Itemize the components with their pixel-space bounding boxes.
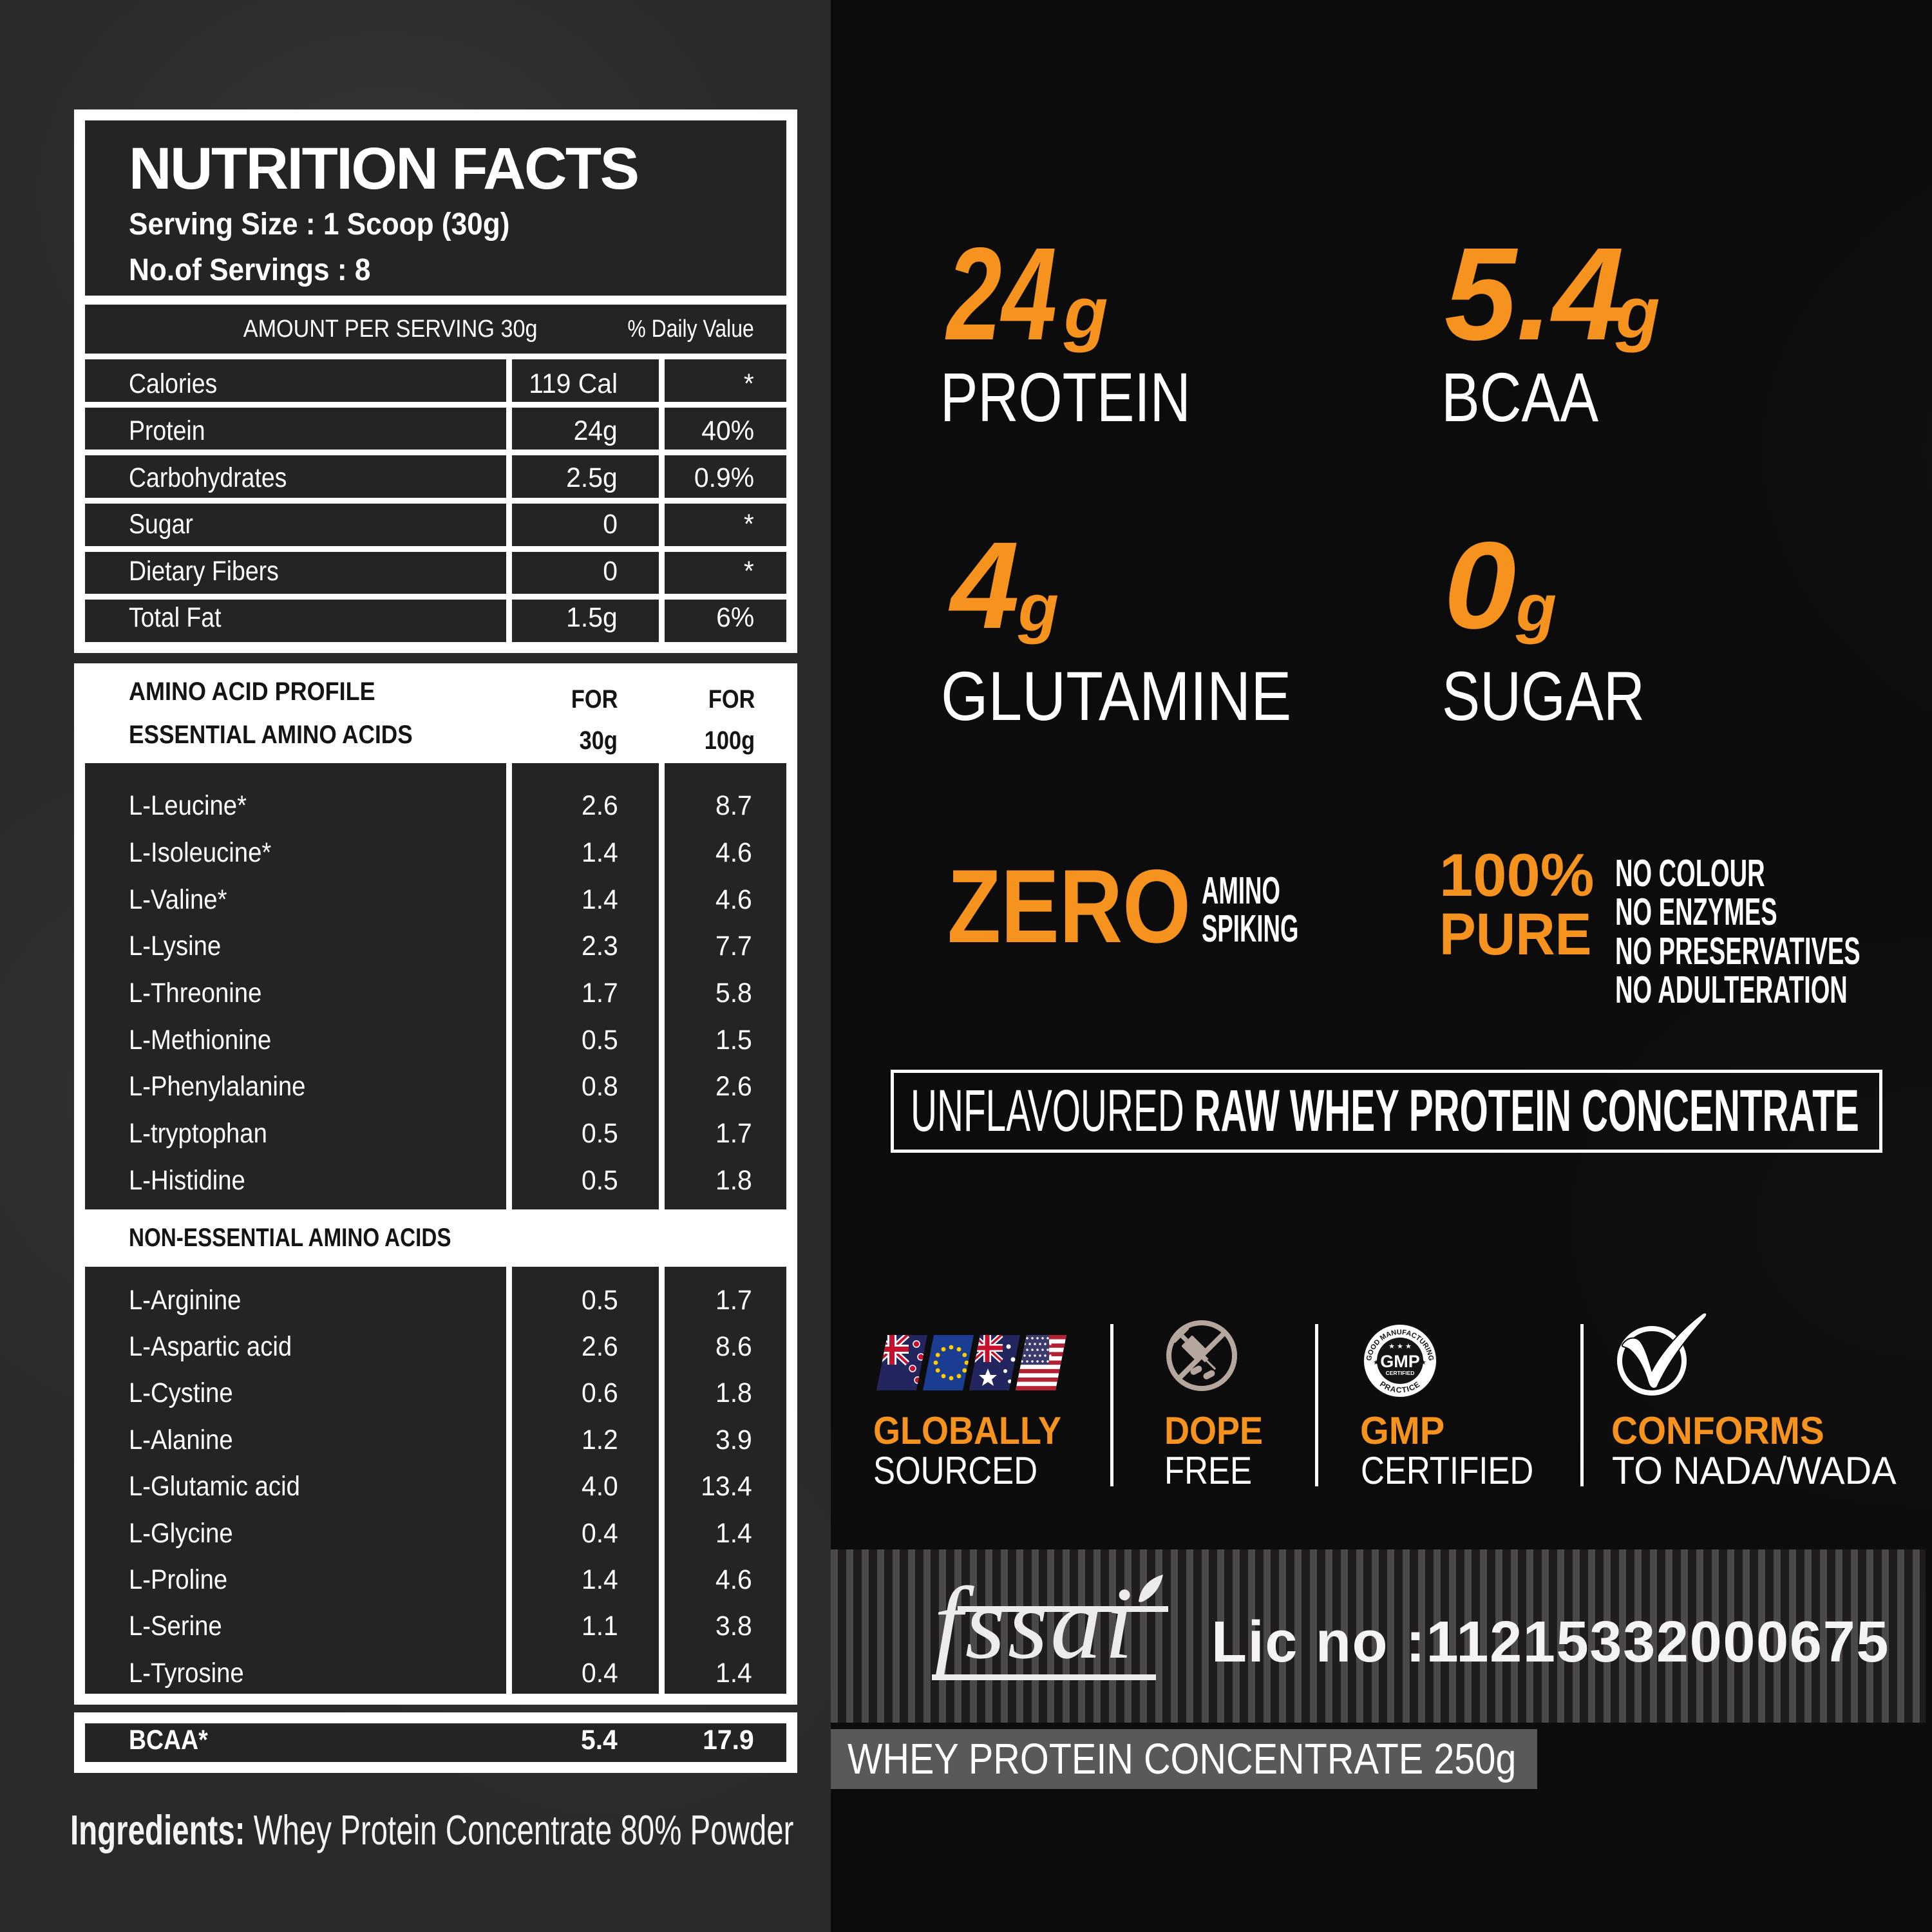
svg-text:CERTIFIED: CERTIFIED (1386, 1370, 1415, 1376)
svg-text:★: ★ (1373, 1359, 1379, 1367)
svg-text:★: ★ (1420, 1359, 1426, 1367)
svg-text:★ ★ ★: ★ ★ ★ (1388, 1343, 1412, 1350)
svg-text:GMP: GMP (1380, 1352, 1420, 1371)
